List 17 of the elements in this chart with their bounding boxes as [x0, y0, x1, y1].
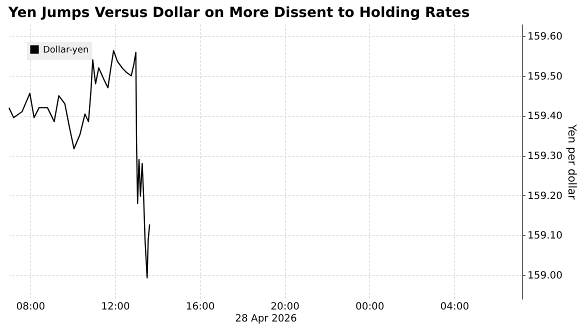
x-tick-label: 04:00	[440, 302, 470, 312]
x-tick-label: 00:00	[355, 302, 384, 312]
x-tick-label: 08:00	[16, 302, 46, 312]
x-tick-label: 16:00	[186, 302, 215, 312]
y-tick-label: 159.30	[528, 151, 562, 162]
chart-title: Yen Jumps Versus Dollar on More Dissent to Holding Rates	[7, 5, 470, 21]
y-tick-label: 159.50	[528, 71, 562, 82]
y-tick-label: 159.40	[528, 111, 562, 122]
y-axis-title: Yen per dollar	[565, 123, 578, 200]
legend-label: Dollar-yen	[43, 46, 89, 56]
y-tick-label: 159.00	[528, 270, 562, 282]
y-tick-label: 159.20	[528, 190, 562, 202]
x-tick-label: 20:00	[270, 302, 300, 312]
x-axis-title: 28 Apr 2026	[235, 314, 297, 324]
x-tick-label: 12:00	[101, 302, 130, 312]
y-tick-label: 159.60	[528, 31, 562, 42]
y-tick-label: 159.10	[528, 230, 562, 242]
